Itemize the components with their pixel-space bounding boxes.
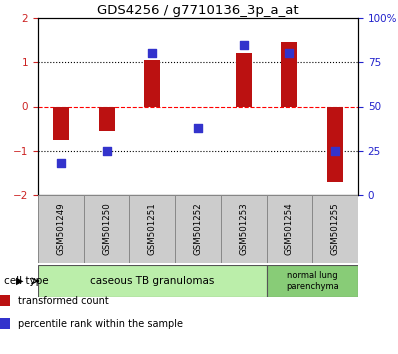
Bar (175, 195, 221, 263)
Bar (99, 107, 115, 131)
Text: GSM501250: GSM501250 (102, 202, 111, 255)
Bar (38, 265, 267, 297)
Bar (281, 42, 297, 107)
Bar (267, 265, 358, 297)
Text: GSM501253: GSM501253 (239, 202, 248, 255)
Bar (84, 195, 129, 263)
Text: transformed count: transformed count (18, 296, 109, 306)
Text: cell type: cell type (4, 276, 49, 286)
Bar (236, 53, 252, 107)
Text: ▶: ▶ (16, 276, 24, 286)
Bar (267, 195, 312, 263)
Bar (221, 195, 267, 263)
Bar (312, 195, 358, 263)
Bar (53, 107, 69, 140)
Bar (327, 107, 343, 182)
Bar (129, 195, 175, 263)
Bar (38, 195, 84, 263)
Bar (144, 60, 160, 107)
Point (195, 125, 201, 131)
Point (286, 51, 293, 56)
Text: GSM501254: GSM501254 (285, 202, 294, 255)
Text: GSM501252: GSM501252 (193, 202, 203, 255)
Title: GDS4256 / g7710136_3p_a_at: GDS4256 / g7710136_3p_a_at (97, 4, 299, 17)
Text: percentile rank within the sample: percentile rank within the sample (18, 319, 183, 329)
Text: GSM501249: GSM501249 (57, 203, 65, 255)
Point (240, 42, 247, 47)
Point (332, 148, 338, 154)
Point (149, 51, 156, 56)
Text: caseous TB granulomas: caseous TB granulomas (90, 276, 215, 286)
Point (103, 148, 110, 154)
Text: GSM501255: GSM501255 (331, 202, 339, 255)
Text: normal lung
parenchyma: normal lung parenchyma (286, 271, 339, 291)
Point (58, 160, 64, 166)
Text: GSM501251: GSM501251 (148, 202, 157, 255)
